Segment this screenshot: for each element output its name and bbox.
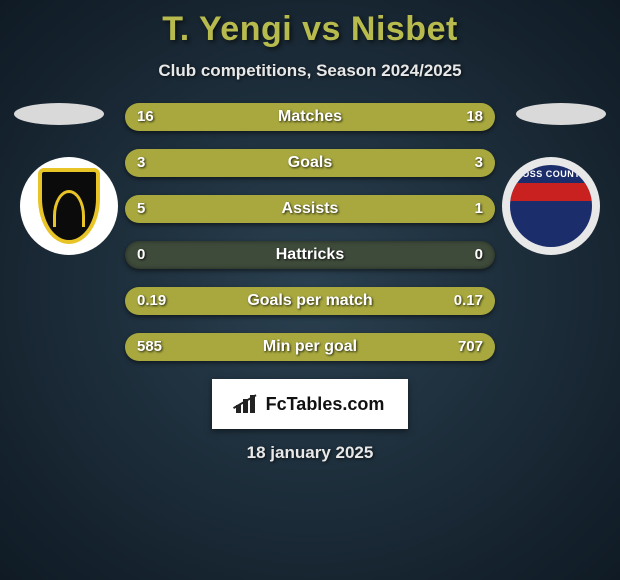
shield-icon xyxy=(38,168,100,244)
stat-row: Min per goal585 707 xyxy=(125,333,495,361)
stat-bars: Matches16 18 Goals3 3 Assists5 1 Hattricks0 0 Go… xyxy=(125,103,495,361)
stat-row: Hattricks0 0 xyxy=(125,241,495,269)
date-line: 18 january 2025 xyxy=(0,443,620,463)
stat-value-left: 585 xyxy=(137,333,162,361)
club-disc-icon xyxy=(510,165,592,247)
stat-value-left: 5 xyxy=(137,195,145,223)
fctables-logo-icon xyxy=(236,395,260,413)
stat-value-right: 0.17 xyxy=(454,287,483,315)
page-title: T. Yengi vs Nisbet xyxy=(0,0,620,49)
stat-row: Assists5 1 xyxy=(125,195,495,223)
stat-label: Goals xyxy=(125,149,495,177)
stat-row: Matches16 18 xyxy=(125,103,495,131)
stat-label: Matches xyxy=(125,103,495,131)
stat-label: Goals per match xyxy=(125,287,495,315)
stat-value-left: 0.19 xyxy=(137,287,166,315)
stat-value-left: 3 xyxy=(137,149,145,177)
team-badge-right xyxy=(502,157,600,255)
stat-value-left: 0 xyxy=(137,241,145,269)
stat-label: Assists xyxy=(125,195,495,223)
player-shadow-right xyxy=(516,103,606,125)
stat-label: Hattricks xyxy=(125,241,495,269)
fctables-watermark: FcTables.com xyxy=(212,379,408,429)
stat-row: Goals3 3 xyxy=(125,149,495,177)
stat-value-left: 16 xyxy=(137,103,154,131)
team-badge-left xyxy=(20,157,118,255)
stat-row: Goals per match0.19 0.17 xyxy=(125,287,495,315)
comparison-zone: Matches16 18 Goals3 3 Assists5 1 Hattricks0 0 Go… xyxy=(0,103,620,361)
player-shadow-left xyxy=(14,103,104,125)
stat-value-right: 18 xyxy=(466,103,483,131)
fctables-label: FcTables.com xyxy=(266,394,385,415)
subtitle: Club competitions, Season 2024/2025 xyxy=(0,61,620,81)
stat-value-right: 0 xyxy=(475,241,483,269)
stat-value-right: 707 xyxy=(458,333,483,361)
stat-value-right: 3 xyxy=(475,149,483,177)
stat-value-right: 1 xyxy=(475,195,483,223)
stat-label: Min per goal xyxy=(125,333,495,361)
